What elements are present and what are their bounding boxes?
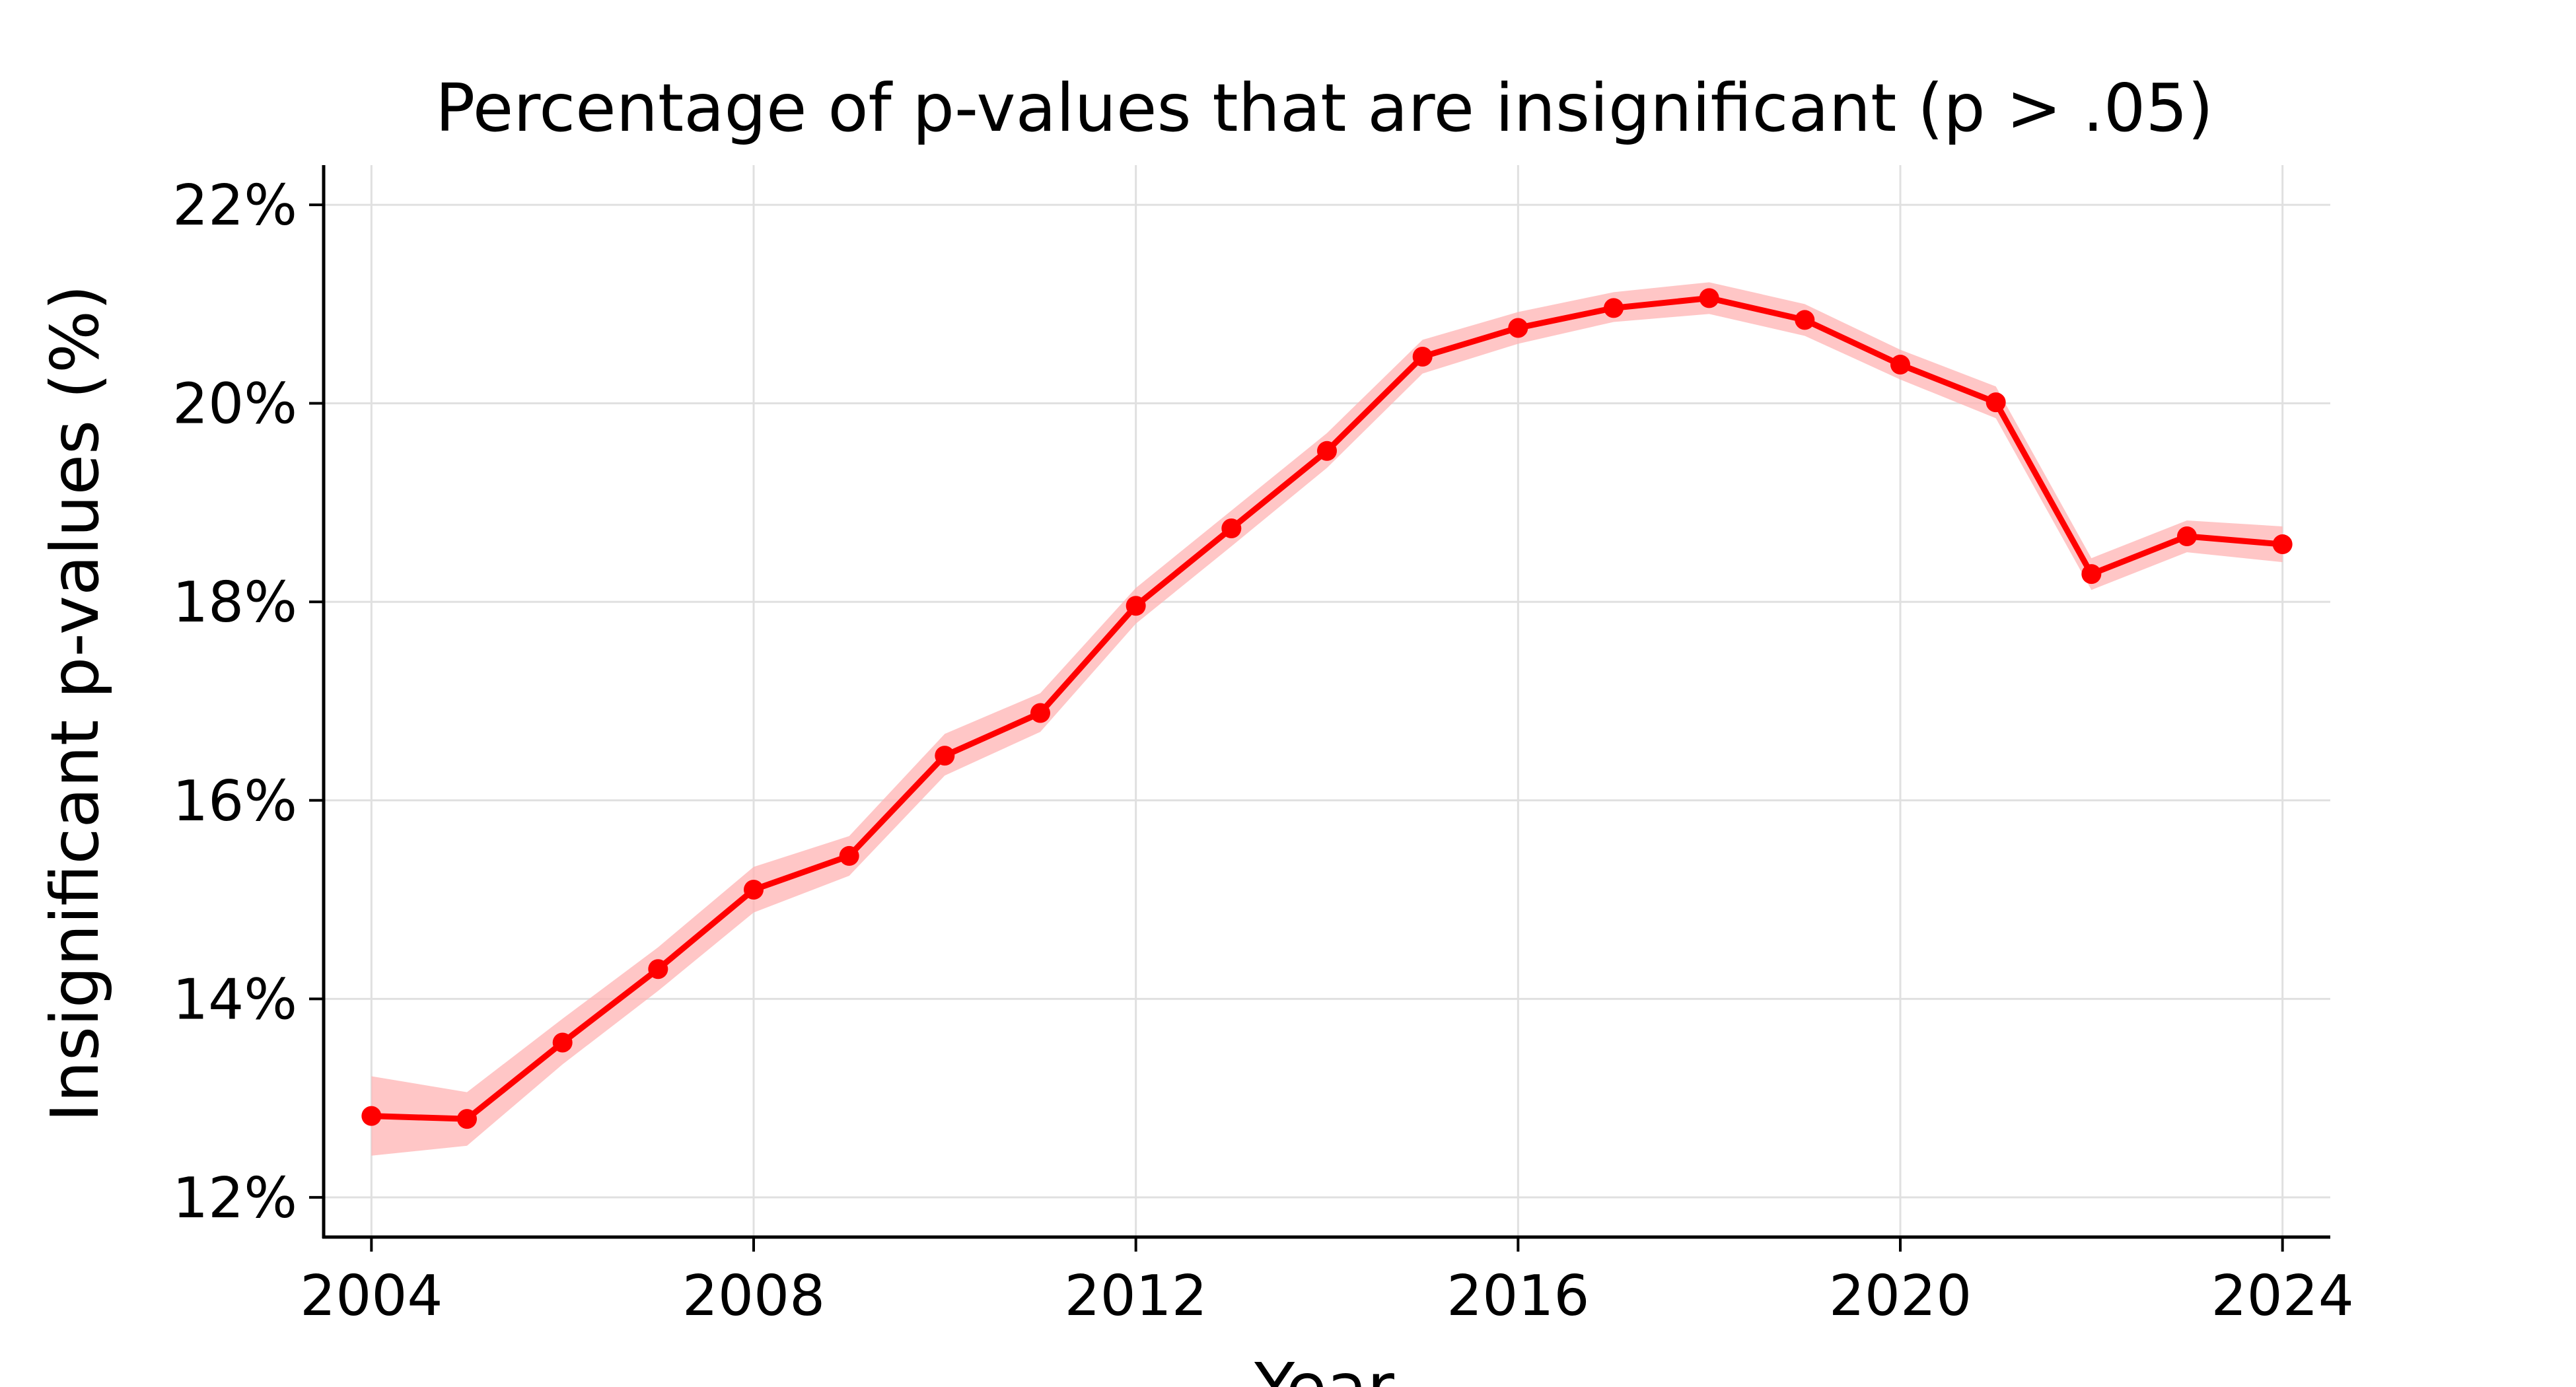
data-point: [1412, 347, 1433, 367]
data-points: [361, 288, 2293, 1129]
series-lines: [368, 295, 2286, 1122]
y-axis-label: Insignificant p-values (%): [36, 285, 114, 1122]
data-point: [1508, 318, 1528, 338]
data-point: [2272, 534, 2293, 555]
data-point: [1604, 298, 1624, 318]
chart-title: Percentage of p-values that are insignif…: [435, 69, 2213, 147]
axes: [309, 165, 2330, 1252]
x-tick-label: 2004: [300, 1263, 443, 1329]
y-tick-label: 14%: [172, 967, 297, 1032]
data-point: [1030, 703, 1050, 723]
data-point: [1795, 310, 1815, 330]
confidence-bands: [371, 282, 2283, 1156]
data-point: [361, 1106, 382, 1126]
x-tick-label: 2024: [2211, 1263, 2354, 1329]
data-point: [744, 880, 764, 900]
grid: [324, 165, 2330, 1237]
y-tick-label: 20%: [172, 372, 297, 437]
data-point: [1221, 518, 1242, 539]
data-point: [1126, 596, 1146, 616]
y-tick-label: 18%: [172, 570, 297, 635]
data-point: [2081, 564, 2102, 585]
data-point: [1699, 288, 1719, 308]
x-tick-label: 2008: [682, 1263, 825, 1329]
data-point: [648, 959, 668, 979]
data-point: [457, 1109, 477, 1129]
data-point: [1890, 355, 1910, 375]
data-point: [1317, 441, 1337, 461]
confidence-band: [371, 282, 2283, 1156]
data-point: [1986, 392, 2006, 413]
x-tick-label: 2016: [1447, 1263, 1589, 1329]
x-axis-label: Year: [1254, 1349, 1395, 1387]
y-tick-label: 16%: [172, 769, 297, 834]
data-point: [552, 1032, 573, 1053]
x-tick-label: 2012: [1065, 1263, 1207, 1329]
data-point: [839, 845, 859, 866]
x-tick-label: 2020: [1829, 1263, 1972, 1329]
y-tick-label: 22%: [172, 173, 297, 238]
y-tick-label: 12%: [172, 1166, 297, 1231]
tick-labels: 2004 2008 2012 2016 2020 2024 12% 14% 16% 18% 20% 2…: [172, 173, 2354, 1329]
series-line: [368, 295, 2286, 1122]
data-point: [2177, 526, 2197, 547]
data-point: [935, 746, 955, 766]
